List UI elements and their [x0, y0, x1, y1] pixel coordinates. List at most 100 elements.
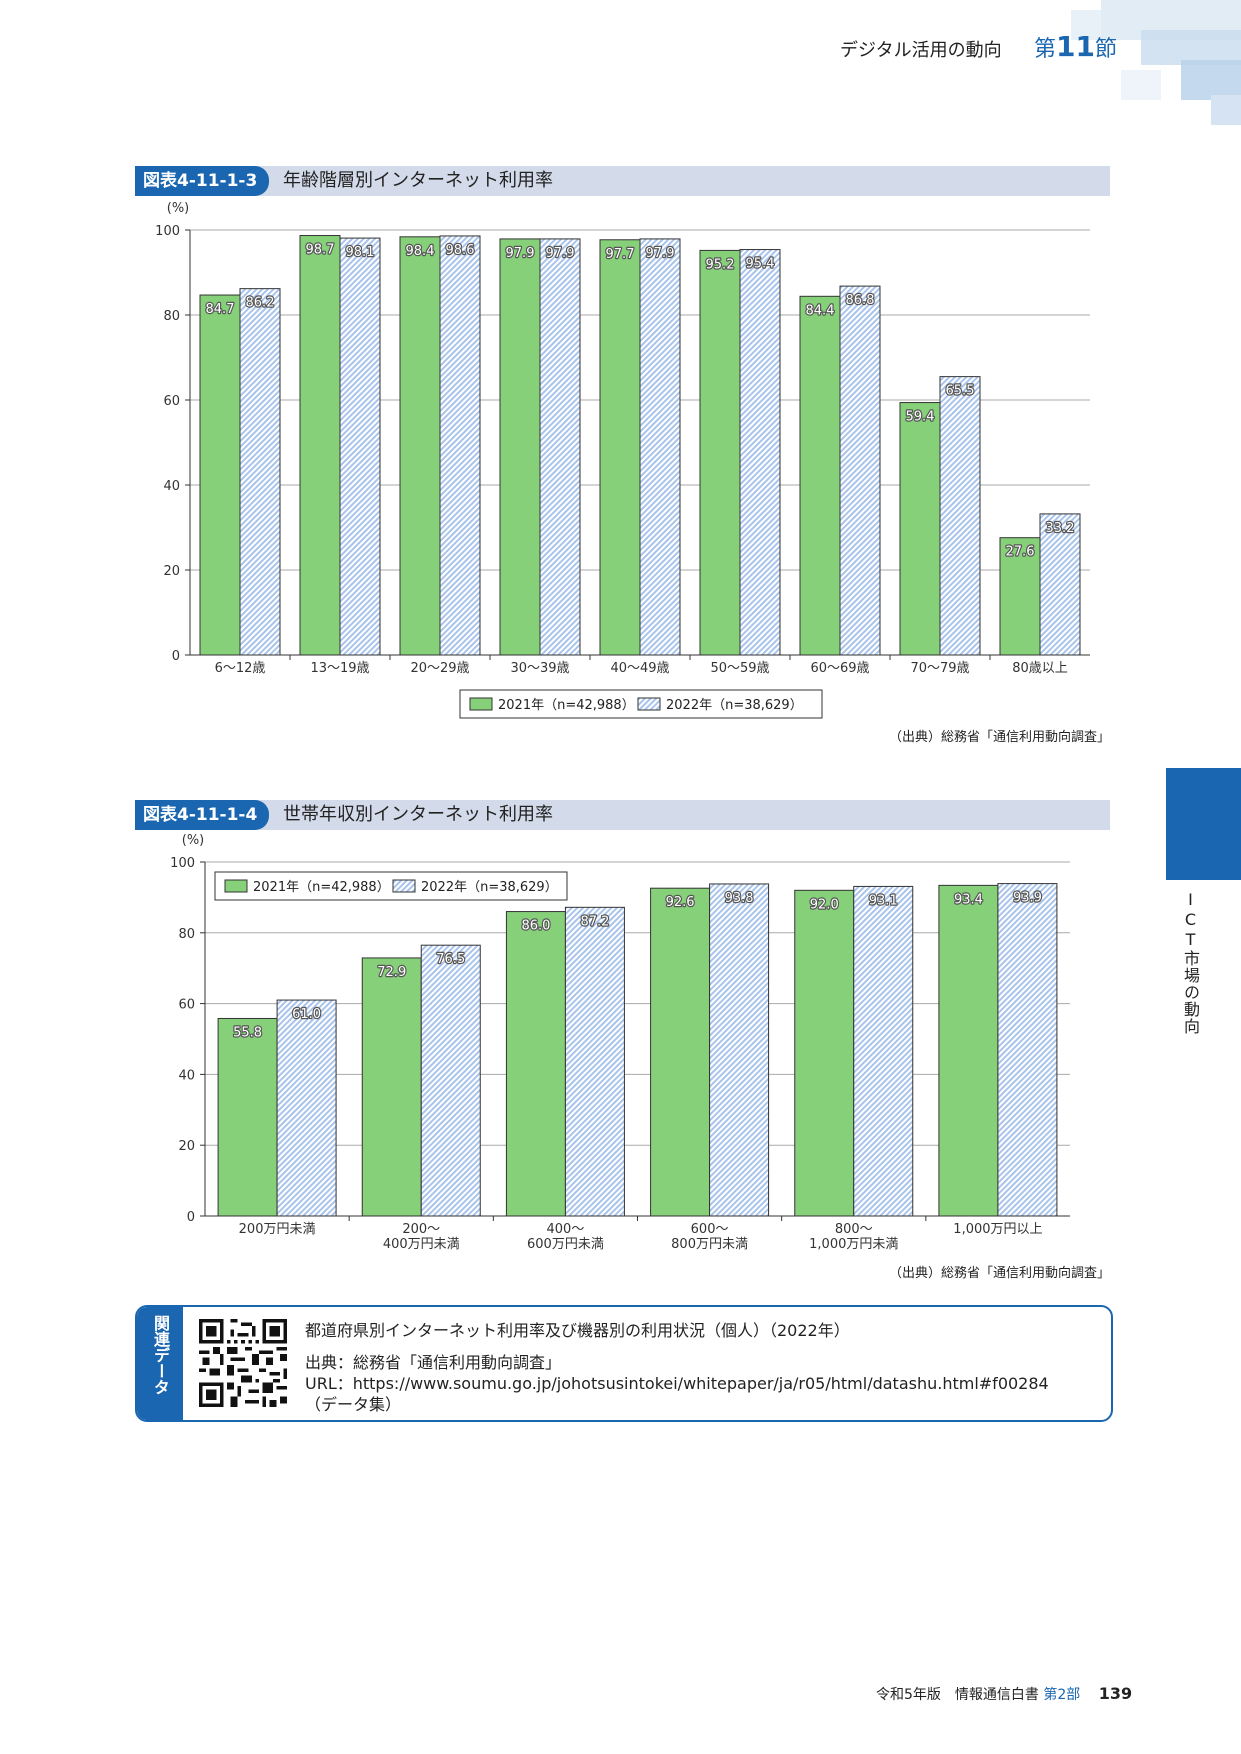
bar-2021 — [699, 249, 741, 656]
bar-2022 — [439, 235, 481, 656]
related-data-box: 関連データ 都道府県別インターネット利用率及び機器別の利用状況（個人）（2022… — [135, 1305, 1113, 1422]
footer-part: 第2部 — [1043, 1687, 1081, 1703]
data-label: 87.2 — [580, 914, 609, 929]
y-tick-label: 0 — [172, 649, 180, 664]
data-label: 93.9 — [1013, 891, 1042, 906]
chart-legend: 2021年（n=42,988） 2022年（n=38,629） — [214, 871, 568, 901]
data-label: 86.0 — [521, 919, 550, 934]
x-tick-label: 400万円未満 — [383, 1237, 460, 1252]
figure2-title: 世帯年収別インターネット利用率 — [283, 804, 553, 825]
bar-2022 — [1039, 513, 1081, 656]
figure2-tag: 図表4-11-1-4 — [135, 800, 270, 830]
bar-2021 — [361, 957, 422, 1217]
data-label: 84.7 — [206, 302, 235, 317]
data-label: 92.6 — [666, 895, 695, 910]
bar-2022 — [420, 944, 481, 1217]
x-tick-label: 1,000万円未満 — [809, 1237, 898, 1252]
data-label: 93.1 — [869, 893, 898, 908]
section-number: 第11節 — [1034, 30, 1117, 63]
data-label: 98.1 — [346, 245, 375, 260]
legend-label-2021: 2021年（n=42,988） — [498, 698, 635, 713]
x-tick-label: 13～19歳 — [310, 661, 369, 676]
bar-2022 — [339, 237, 381, 656]
age-internet-usage-chart: (%) 0 20 40 60 80 100 6～12歳 84.7 86.2 13～19歳 98.7 98… — [155, 201, 1090, 719]
y-tick-label: 60 — [178, 998, 195, 1013]
x-tick-label: 50～59歳 — [710, 661, 769, 676]
data-label: 72.9 — [377, 965, 406, 980]
legend-frame — [214, 871, 568, 901]
y-tick-label: 40 — [163, 479, 180, 494]
y-tick-label: 20 — [178, 1139, 195, 1154]
qr-code-icon[interactable] — [199, 1319, 287, 1407]
footer-edition: 令和5年版 情報通信白書 — [876, 1687, 1039, 1703]
x-tick-label: 600万円未満 — [527, 1237, 604, 1252]
legend-swatch-2021 — [469, 697, 493, 711]
related-source: 出典：総務省「通信利用動向調査」 — [305, 1353, 562, 1372]
legend-swatch-2022 — [392, 879, 416, 893]
data-label: 98.7 — [306, 243, 335, 258]
data-label: 98.4 — [406, 244, 435, 259]
bar-2021 — [794, 889, 855, 1217]
data-label: 84.4 — [806, 303, 835, 318]
bar-2021 — [599, 239, 641, 656]
bar-2021 — [217, 1017, 278, 1217]
bar-2022 — [997, 883, 1058, 1217]
x-tick-label: 800万円未満 — [671, 1237, 748, 1252]
figure2-source: （出典）総務省「通信利用動向調査」 — [888, 1266, 1110, 1281]
figure2-header: 図表4-11-1-4 世帯年収別インターネット利用率 — [135, 800, 1110, 830]
legend-label-2022: 2022年（n=38,629） — [421, 880, 558, 895]
data-label: 95.2 — [706, 257, 735, 272]
chapter-tab[interactable] — [1166, 768, 1241, 880]
bar-2022 — [939, 376, 981, 656]
x-tick-label: 30～39歳 — [510, 661, 569, 676]
x-tick-label: 600～ — [691, 1222, 729, 1237]
bar-2022 — [739, 249, 781, 656]
chart-legend: 2021年（n=42,988） 2022年（n=38,629） — [459, 689, 823, 719]
bar-2021 — [938, 884, 999, 1217]
legend-label-2021: 2021年（n=42,988） — [253, 880, 390, 895]
bar-2021 — [299, 235, 341, 656]
y-tick-label: 100 — [155, 224, 180, 239]
y-tick-label: 60 — [163, 394, 180, 409]
bar-2022 — [639, 238, 681, 656]
data-label: 33.2 — [1046, 521, 1075, 536]
bar-2021 — [650, 887, 711, 1217]
data-label: 95.4 — [746, 257, 775, 272]
y-axis-unit-label: (%) — [182, 834, 205, 848]
data-label: 97.9 — [646, 246, 675, 261]
related-title: 都道府県別インターネット利用率及び機器別の利用状況（個人）（2022年） — [305, 1321, 850, 1340]
figure1-tag: 図表4-11-1-3 — [135, 166, 270, 196]
y-tick-label: 20 — [163, 564, 180, 579]
header-decoration — [981, 0, 1241, 130]
data-label: 76.5 — [436, 952, 465, 967]
data-label: 55.8 — [233, 1025, 262, 1040]
bar-2022 — [709, 883, 770, 1217]
bar-2021 — [499, 238, 541, 656]
data-label: 97.7 — [606, 247, 635, 262]
x-tick-label: 200万円未満 — [239, 1222, 316, 1237]
related-data-tag: 関連データ — [137, 1307, 183, 1420]
y-axis-unit-label: (%) — [167, 201, 190, 216]
x-tick-label: 800～ — [835, 1222, 873, 1237]
y-tick-label: 80 — [163, 309, 180, 324]
bar-2022 — [276, 999, 337, 1217]
bar-2022 — [839, 285, 881, 656]
data-label: 65.5 — [946, 384, 975, 399]
x-tick-label: 60～69歳 — [810, 661, 869, 676]
bar-2021 — [199, 294, 241, 656]
data-label: 97.9 — [506, 246, 535, 261]
bar-2022 — [539, 238, 581, 656]
data-label: 98.6 — [446, 243, 475, 258]
y-tick-label: 40 — [178, 1068, 195, 1083]
y-tick-label: 0 — [187, 1210, 195, 1225]
related-note: （データ集） — [305, 1395, 402, 1414]
data-label: 97.9 — [546, 246, 575, 261]
bar-2021 — [899, 402, 941, 656]
bar-2022 — [239, 288, 281, 656]
bar-2021 — [799, 295, 841, 656]
section-title: デジタル活用の動向 — [840, 40, 1002, 61]
bar-2021 — [505, 911, 566, 1217]
x-tick-label: 6～12歳 — [215, 661, 266, 676]
x-tick-label: 200～ — [402, 1222, 440, 1237]
related-url-link[interactable]: URL：https://www.soumu.go.jp/johotsusinto… — [305, 1374, 1049, 1393]
